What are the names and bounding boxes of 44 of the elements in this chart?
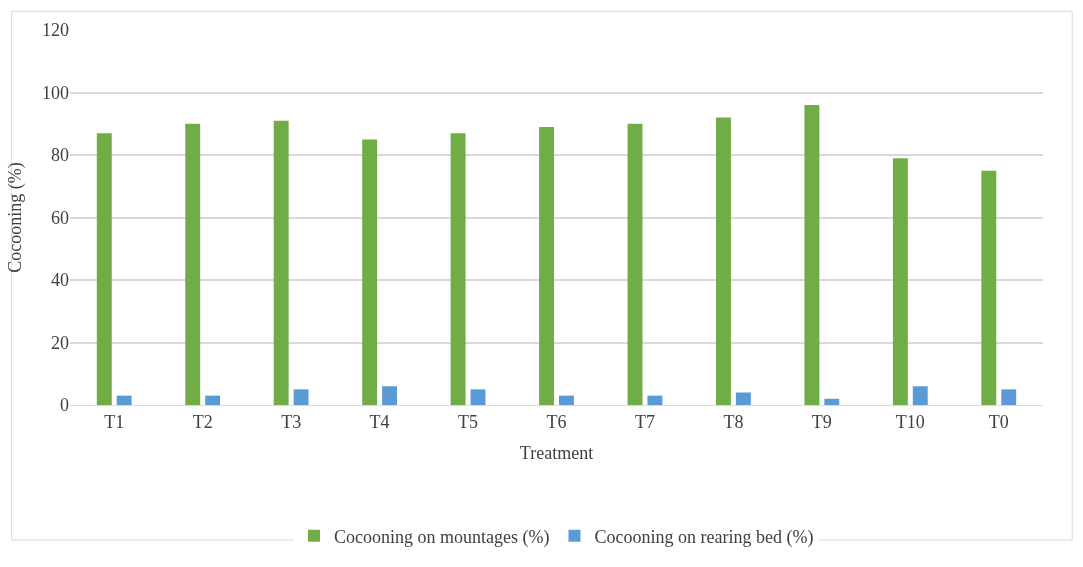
y-axis-title: Cocooning (%) — [5, 162, 27, 273]
bar — [205, 395, 221, 405]
bar — [981, 170, 997, 405]
bar — [627, 123, 643, 405]
bar — [804, 105, 820, 405]
y-tick-label: 100 — [42, 82, 69, 103]
bar — [735, 392, 751, 405]
x-tick-label: T1 — [104, 411, 125, 432]
bar — [293, 389, 309, 405]
x-tick-label: T0 — [988, 411, 1009, 432]
x-axis-title: Treatment — [519, 442, 594, 463]
bar — [470, 389, 486, 405]
legend-label: Cocooning on mountages (%) — [334, 526, 550, 548]
bar — [912, 386, 928, 405]
y-tick-label: 80 — [51, 145, 69, 166]
legend-label: Cocooning on rearing bed (%) — [594, 526, 814, 548]
x-tick-label: T6 — [546, 411, 567, 432]
y-tick-label: 0 — [60, 395, 69, 416]
x-tick-label: T3 — [281, 411, 302, 432]
bar — [539, 126, 555, 405]
y-tick-label: 20 — [51, 332, 69, 353]
x-tick-label: T2 — [192, 411, 213, 432]
x-tick-label: T8 — [723, 411, 744, 432]
bar — [1001, 389, 1017, 405]
bar — [362, 139, 378, 405]
bar — [450, 133, 466, 405]
bar — [96, 133, 112, 405]
bar — [116, 395, 132, 405]
y-tick-label: 60 — [51, 207, 69, 228]
bar — [647, 395, 663, 405]
bar — [892, 158, 908, 405]
bar — [558, 395, 574, 405]
bar — [824, 398, 840, 405]
bar — [273, 120, 289, 405]
bar — [715, 117, 731, 405]
x-tick-label: T5 — [458, 411, 479, 432]
x-tick-label: T10 — [895, 411, 925, 432]
y-tick-label: 40 — [51, 270, 69, 291]
x-tick-label: T4 — [369, 411, 390, 432]
bar — [185, 123, 201, 405]
x-tick-label: T9 — [811, 411, 832, 432]
bar — [382, 386, 398, 405]
x-tick-label: T7 — [634, 411, 655, 432]
y-tick-label: 120 — [42, 20, 69, 41]
